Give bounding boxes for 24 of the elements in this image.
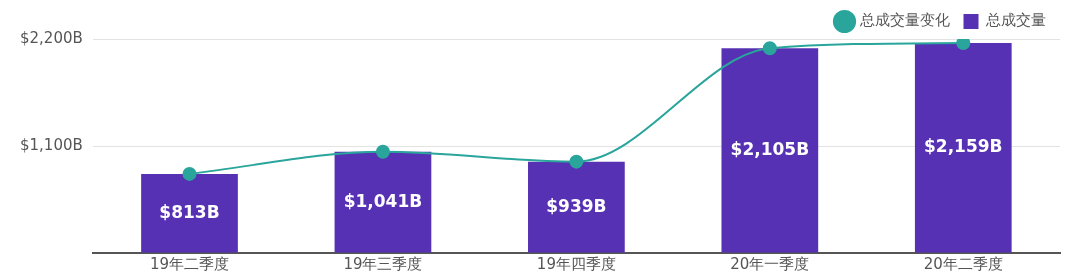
point [762, 41, 777, 56]
point [569, 154, 584, 169]
legend-label: 总成交量 [985, 11, 1046, 30]
bar [721, 48, 819, 253]
bar [141, 173, 238, 253]
data-label: $2,105B [730, 138, 810, 159]
bar [334, 151, 432, 253]
y-tick-label: $1,100B [19, 135, 83, 154]
x-tick-label: 19年四季度 [536, 254, 616, 273]
bar [914, 42, 1012, 253]
legend-label: 总成交量变化 [858, 11, 950, 30]
point [182, 166, 197, 181]
bar [528, 161, 625, 253]
data-label: $1,041B [343, 190, 423, 211]
y-tick-label: $2,200B [19, 28, 83, 47]
data-label: $2,159B [924, 136, 1003, 157]
data-label: $813B [159, 202, 220, 223]
x-tick-label: 19年二季度 [149, 254, 230, 273]
point [956, 39, 971, 50]
x-tick-label: 20年一季度 [730, 254, 810, 273]
x-tick-label: 20年二季度 [923, 254, 1003, 273]
point [375, 144, 390, 159]
x-tick-label: 19年三季度 [343, 254, 423, 273]
data-label: $939B [546, 195, 607, 216]
